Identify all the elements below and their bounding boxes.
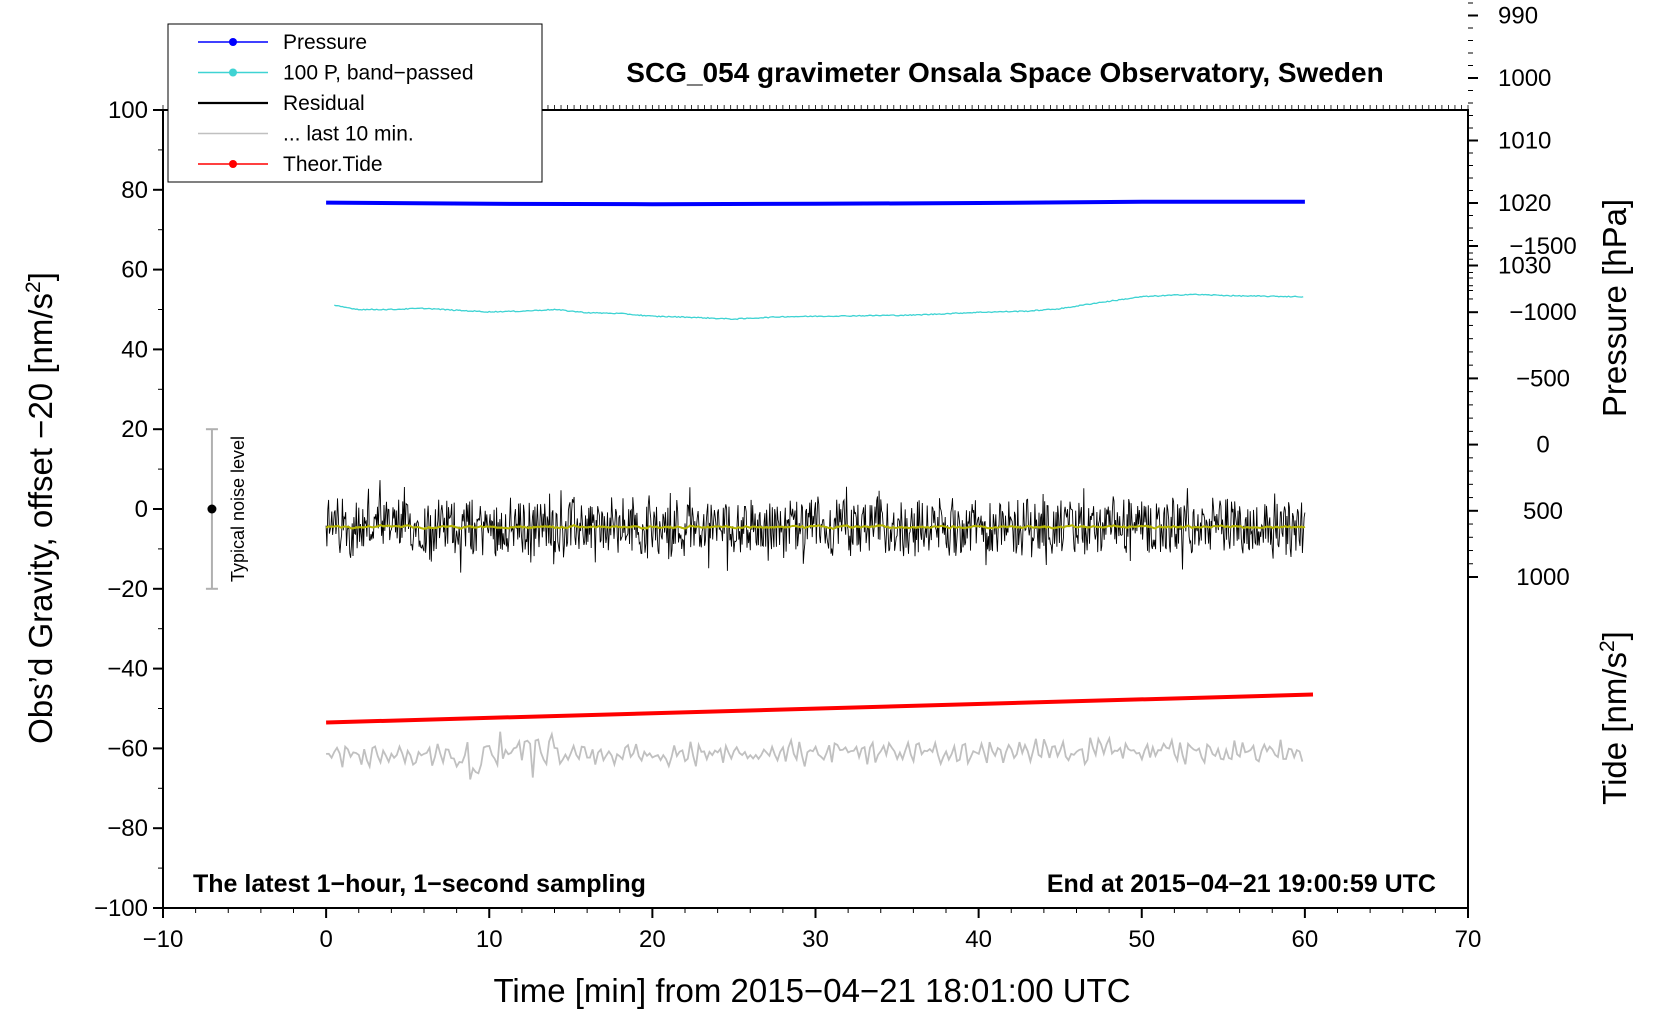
series-tide-line — [326, 692, 1314, 725]
y-tick-label: 60 — [121, 257, 148, 284]
legend: Pressure 100 P, band−passed Residual ... la… — [167, 23, 543, 183]
x-tick-label: 10 — [476, 926, 503, 953]
y-tick-label: −60 — [107, 735, 148, 762]
tide-tick-label: 1000 — [1516, 564, 1569, 591]
y-tick-label: −20 — [107, 576, 148, 603]
y-tick-label: −40 — [107, 656, 148, 683]
end-time-note: End at 2015−04−21 19:00:59 UTC — [1047, 870, 1436, 898]
noise-label: Typical noise level — [228, 436, 248, 582]
x-tick-label: 0 — [319, 926, 332, 953]
x-tick-label: 60 — [1292, 926, 1319, 953]
pressure-tick-label: 1000 — [1498, 65, 1551, 92]
pressure-tick-label: 1010 — [1498, 128, 1551, 155]
pressure-tick-label: 990 — [1498, 3, 1538, 30]
y-axis-label-pressure: Pressure [hPa] — [1596, 199, 1633, 417]
legend-marker-tide — [229, 160, 237, 168]
x-tick-label: 50 — [1128, 926, 1155, 953]
legend-label-residual: Residual — [283, 92, 365, 115]
series-last10-line — [326, 731, 1304, 780]
data-series — [325, 199, 1314, 780]
x-tick-label: 30 — [802, 926, 829, 953]
chart-title: SCG_054 gravimeter Onsala Space Observat… — [626, 57, 1383, 88]
legend-label-last10: ... last 10 min. — [283, 123, 414, 146]
series-residual-smoothed-line — [325, 523, 1306, 531]
x-axis-label: Time [min] from 2015−04−21 18:01:00 UTC — [493, 972, 1130, 1009]
x-tick-label: 70 — [1455, 926, 1482, 953]
tide-tick-label: −1500 — [1509, 233, 1576, 260]
series-residual-line — [325, 480, 1306, 573]
tide-tick-label: −1000 — [1509, 299, 1576, 326]
pressure-tick-label: 1030 — [1498, 253, 1551, 280]
x-tick-label: −10 — [143, 926, 184, 953]
y-tick-label: 20 — [121, 416, 148, 443]
series-pressure-line — [326, 199, 1305, 207]
plot-frame — [162, 109, 1469, 909]
legend-label-pressure: Pressure — [283, 31, 367, 54]
y-tick-label: 0 — [135, 496, 148, 523]
series-bandpassed-line — [334, 293, 1304, 321]
x-tick-label: 20 — [639, 926, 666, 953]
y-tick-label: −80 — [107, 815, 148, 842]
y-axis-label-left: Obs’d Gravity, offset −20 [nm/s2] — [22, 272, 59, 744]
tick-labels: −10 0 10 20 30 40 50 60 70−100−80−60−40−20020406… — [94, 3, 1577, 954]
y-tick-label: 80 — [121, 177, 148, 204]
legend-label-bandpassed: 100 P, band−passed — [283, 62, 474, 85]
y-tick-label: 100 — [108, 97, 148, 124]
y-axis-label-tide: Tide [nm/s2] — [1596, 631, 1633, 805]
legend-marker-bandpassed — [229, 68, 237, 77]
y-tick-label: −100 — [94, 895, 148, 922]
tide-tick-label: −500 — [1516, 365, 1570, 392]
tide-tick-label: 500 — [1523, 498, 1563, 525]
legend-label-tide: Theor.Tide — [283, 153, 383, 176]
noise-center-dot — [207, 504, 217, 514]
y-tick-label: 40 — [121, 336, 148, 363]
noise-indicator: Typical noise level — [205, 428, 248, 590]
legend-marker-pressure — [229, 38, 237, 46]
x-tick-label: 40 — [965, 926, 992, 953]
sampling-note: The latest 1−hour, 1−second sampling — [193, 870, 646, 898]
tide-tick-label: 0 — [1536, 432, 1549, 459]
pressure-tick-label: 1020 — [1498, 190, 1551, 217]
